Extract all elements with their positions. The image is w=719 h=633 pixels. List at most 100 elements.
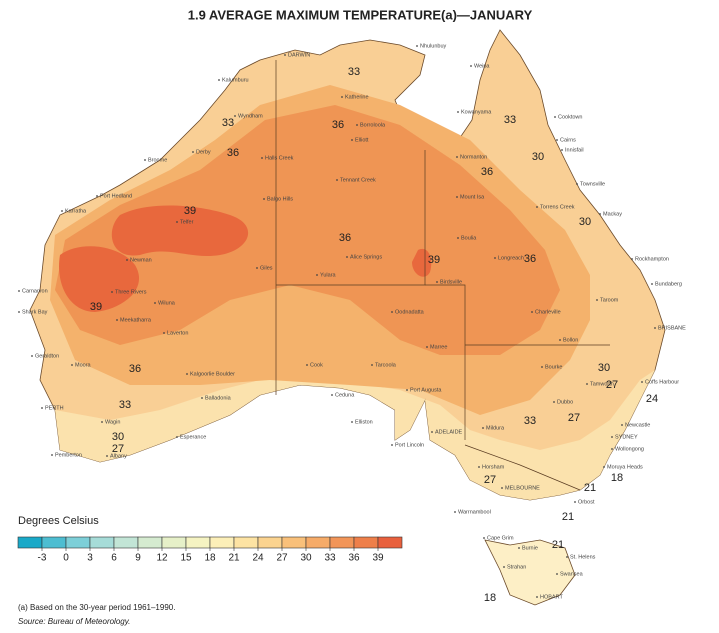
place-dot [391, 311, 393, 313]
legend-swatch [329, 536, 355, 549]
place-dot [482, 427, 484, 429]
legend-tick-label: 33 [324, 553, 336, 564]
place-dot [654, 327, 656, 329]
place-label: Moruya Heads [607, 464, 643, 470]
place-label: Tarcoola [375, 362, 397, 368]
legend-tick-label: 18 [204, 553, 216, 564]
place-dot [416, 45, 418, 47]
place-label: Pemberton [55, 452, 82, 458]
place-dot [556, 573, 558, 575]
place-label: Elliston [355, 419, 373, 425]
place-dot [456, 156, 458, 158]
place-label: Kalumburu [222, 77, 249, 83]
place-dot [541, 366, 543, 368]
place-dot [470, 65, 472, 67]
place-label: Geraldton [35, 353, 59, 359]
place-dot [501, 487, 503, 489]
place-dot [186, 373, 188, 375]
contour-label: 30 [598, 362, 610, 374]
place-label: Laverton [167, 330, 188, 336]
place-dot [611, 436, 613, 438]
place-label: Nhulunbuy [420, 43, 447, 49]
place-dot [71, 364, 73, 366]
legend-swatch [377, 536, 403, 549]
place-label: Mount Isa [460, 194, 485, 200]
place-dot [478, 466, 480, 468]
contour-label: 33 [524, 415, 536, 427]
legend-tick-label: 0 [63, 553, 69, 564]
place-label: HOBART [540, 594, 563, 600]
place-dot [101, 421, 103, 423]
place-label: Albany [110, 453, 127, 459]
legend-tick-label: 3 [87, 553, 93, 564]
contour-label: 36 [129, 363, 141, 375]
place-label: Swansea [560, 571, 584, 577]
legend-swatch [305, 536, 331, 549]
place-label: Cairns [560, 137, 576, 143]
place-dot [586, 383, 588, 385]
place-dot [336, 179, 338, 181]
contour-label: 18 [611, 472, 623, 484]
place-label: Tamworth [590, 381, 614, 387]
place-dot [176, 221, 178, 223]
australia [29, 29, 666, 606]
place-dot [18, 311, 20, 313]
place-label: Kowanyama [461, 109, 492, 115]
contour-label: 39 [90, 301, 102, 313]
place-label: Telfer [180, 219, 194, 225]
legend-tick-label: 21 [228, 553, 240, 564]
place-label: Warrnambool [458, 509, 491, 515]
place-label: Moora [75, 362, 92, 368]
place-label: Tennant Creek [340, 177, 376, 183]
place-label: Coffs Harbour [645, 379, 679, 385]
contour-label: 33 [119, 399, 131, 411]
place-dot [494, 257, 496, 259]
place-dot [316, 274, 318, 276]
place-dot [154, 302, 156, 304]
contour-label: 21 [552, 539, 564, 551]
place-dot [631, 258, 633, 260]
place-label: Port Augusta [410, 387, 442, 393]
place-dot [531, 311, 533, 313]
place-dot [611, 448, 613, 450]
legend-swatch [257, 536, 283, 549]
contour-label: 33 [222, 117, 234, 129]
legend-title: Degrees Celsius [18, 515, 99, 527]
place-dot [536, 596, 538, 598]
state-borders [275, 60, 610, 491]
contour-label: 36 [339, 232, 351, 244]
place-dot [163, 332, 165, 334]
place-label: Wollongong [615, 446, 644, 452]
place-label: Taroom [600, 297, 619, 303]
legend-swatch [65, 536, 91, 549]
place-label: DARWIN [288, 52, 310, 58]
contour-label: 27 [484, 474, 496, 486]
place-dot [18, 290, 20, 292]
place-dot [176, 436, 178, 438]
place-label: PERTH [45, 405, 64, 411]
place-label: Oodnadatta [395, 309, 425, 315]
place-dot [201, 397, 203, 399]
place-dot [144, 159, 146, 161]
place-label: Bourke [545, 364, 562, 370]
place-label: Port Hedland [100, 193, 132, 199]
place-dot [641, 381, 643, 383]
place-dot [574, 501, 576, 503]
legend-swatch [209, 536, 235, 549]
place-dot [556, 139, 558, 141]
place-label: Bollon [563, 337, 578, 343]
contour-label: 21 [562, 511, 574, 523]
place-dot [518, 547, 520, 549]
place-label: ADELAIDE [435, 429, 463, 435]
place-label: Cook [310, 362, 323, 368]
contour-label: 36 [481, 166, 493, 178]
place-dot [356, 124, 358, 126]
legend-tick-label: -3 [38, 553, 47, 564]
place-label: Bundaberg [655, 281, 682, 287]
legend-swatch [113, 536, 139, 549]
place-label: Charleville [535, 309, 561, 315]
place-label: SYDNEY [615, 434, 638, 440]
place-label: Orbost [578, 499, 595, 505]
contour-label: 27 [112, 443, 124, 455]
